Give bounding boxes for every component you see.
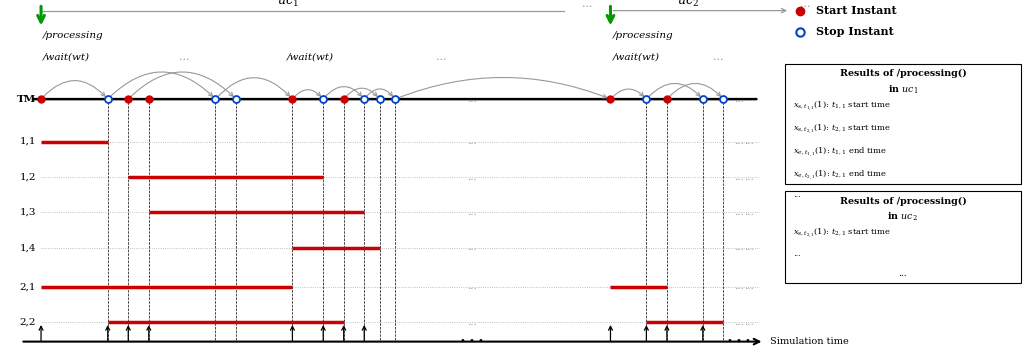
FancyArrowPatch shape bbox=[294, 90, 320, 97]
Text: ...: ... bbox=[467, 318, 477, 327]
Text: Results of /processing(): Results of /processing() bbox=[839, 69, 966, 78]
Text: in $uc_1$: in $uc_1$ bbox=[887, 83, 918, 96]
Text: ...: ... bbox=[734, 137, 744, 146]
Text: /processing: /processing bbox=[43, 31, 104, 40]
Text: $uc_1$: $uc_1$ bbox=[277, 0, 298, 9]
FancyArrowPatch shape bbox=[398, 78, 606, 98]
Text: ...: ... bbox=[734, 282, 744, 291]
Text: ...: ... bbox=[180, 52, 190, 62]
Text: ...: ... bbox=[899, 269, 907, 278]
Text: ...: ... bbox=[713, 52, 723, 62]
Text: Stop Instant: Stop Instant bbox=[816, 26, 894, 38]
Text: /wait(wt): /wait(wt) bbox=[287, 52, 334, 61]
FancyArrowPatch shape bbox=[366, 89, 392, 97]
Bar bbox=[785, 191, 1021, 283]
Text: $x_{s,t_{2,1}}(1)$: $t_{2,1}$ start time: $x_{s,t_{2,1}}(1)$: $t_{2,1}$ start time bbox=[793, 122, 891, 136]
Text: ...: ... bbox=[734, 172, 744, 182]
Text: ...: ... bbox=[744, 282, 754, 291]
Text: ...: ... bbox=[467, 243, 477, 252]
Text: 1,1: 1,1 bbox=[19, 137, 36, 146]
Text: 1,3: 1,3 bbox=[19, 208, 36, 217]
FancyArrowPatch shape bbox=[110, 72, 212, 97]
Text: • • •: • • • bbox=[460, 337, 484, 346]
Text: ...: ... bbox=[467, 137, 477, 146]
Text: /wait(wt): /wait(wt) bbox=[43, 52, 90, 61]
Text: ...: ... bbox=[800, 0, 811, 9]
Text: ...: ... bbox=[734, 95, 744, 104]
FancyArrowPatch shape bbox=[669, 84, 720, 97]
Text: ...: ... bbox=[734, 243, 744, 252]
Text: ...: ... bbox=[436, 52, 446, 62]
Text: $x_{e,t_{1,1}}(1)$: $t_{1,1}$ end time: $x_{e,t_{1,1}}(1)$: $t_{1,1}$ end time bbox=[793, 145, 887, 159]
Text: ...: ... bbox=[467, 282, 477, 291]
Text: ...: ... bbox=[744, 172, 754, 182]
FancyArrowPatch shape bbox=[325, 87, 361, 97]
Text: ...: ... bbox=[467, 95, 477, 104]
Text: ...: ... bbox=[744, 318, 754, 327]
Text: ...: ... bbox=[582, 0, 593, 9]
Text: ...: ... bbox=[744, 243, 754, 252]
Text: • • •: • • • bbox=[726, 337, 751, 346]
Text: TM: TM bbox=[16, 95, 36, 104]
Text: 1,2: 1,2 bbox=[19, 172, 36, 182]
Text: Simulation time: Simulation time bbox=[770, 337, 849, 346]
Text: Results of /processing(): Results of /processing() bbox=[839, 196, 966, 206]
Text: ...: ... bbox=[793, 250, 801, 258]
Text: 1,4: 1,4 bbox=[19, 243, 36, 252]
Text: ...: ... bbox=[467, 172, 477, 182]
FancyArrowPatch shape bbox=[43, 81, 105, 97]
Bar bbox=[785, 64, 1021, 184]
Text: $x_{s,t_{1,1}}(1)$: $t_{1,1}$ start time: $x_{s,t_{1,1}}(1)$: $t_{1,1}$ start time bbox=[793, 99, 891, 113]
Text: 2,2: 2,2 bbox=[19, 318, 36, 327]
Text: ...: ... bbox=[744, 208, 754, 217]
FancyArrowPatch shape bbox=[613, 89, 643, 97]
FancyArrowPatch shape bbox=[648, 84, 700, 97]
Text: /wait(wt): /wait(wt) bbox=[613, 52, 660, 61]
Text: ...: ... bbox=[734, 318, 744, 327]
Text: /processing: /processing bbox=[613, 31, 673, 40]
Text: $x_{e,t_{2,1}}(1)$: $t_{2,1}$ end time: $x_{e,t_{2,1}}(1)$: $t_{2,1}$ end time bbox=[793, 168, 887, 182]
Text: ...: ... bbox=[734, 208, 744, 217]
FancyArrowPatch shape bbox=[218, 78, 289, 97]
Text: ...: ... bbox=[793, 191, 801, 199]
Text: ...: ... bbox=[467, 208, 477, 217]
Text: $x_{s,t_{2,1}}(1)$: $t_{2,1}$ start time: $x_{s,t_{2,1}}(1)$: $t_{2,1}$ start time bbox=[793, 227, 891, 240]
Text: $uc_2$: $uc_2$ bbox=[676, 0, 699, 9]
Text: in $uc_2$: in $uc_2$ bbox=[887, 211, 918, 223]
FancyArrowPatch shape bbox=[130, 72, 233, 97]
FancyArrowPatch shape bbox=[346, 88, 377, 97]
Text: ...: ... bbox=[744, 137, 754, 146]
Text: 2,1: 2,1 bbox=[19, 282, 36, 291]
Text: Start Instant: Start Instant bbox=[816, 5, 897, 16]
